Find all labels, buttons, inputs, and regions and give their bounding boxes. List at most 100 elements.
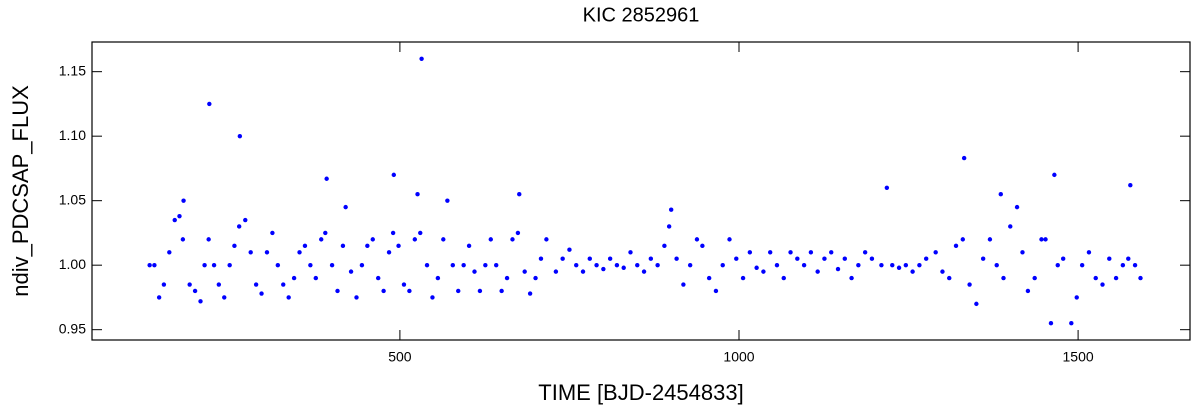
data-point (720, 262, 725, 268)
data-point (441, 237, 446, 242)
data-point (1055, 262, 1060, 268)
data-point (348, 269, 354, 274)
data-point (412, 237, 418, 242)
data-point (940, 269, 945, 274)
data-point (781, 275, 786, 281)
data-point (147, 262, 152, 268)
data-point (329, 262, 335, 268)
data-point (1052, 172, 1057, 178)
data-point (869, 256, 875, 261)
data-point (947, 275, 952, 281)
data-point (375, 275, 381, 281)
data-point (601, 266, 606, 272)
data-point (401, 282, 407, 287)
data-point (517, 192, 522, 197)
data-point (681, 282, 686, 287)
data-point (1120, 262, 1126, 268)
data-point (381, 288, 386, 294)
data-point (1138, 275, 1143, 281)
data-point (1079, 262, 1085, 268)
data-point (879, 262, 884, 268)
data-point (662, 243, 667, 249)
data-point (700, 243, 705, 249)
data-point (286, 295, 291, 300)
data-point (580, 269, 586, 274)
data-point (974, 301, 979, 307)
data-point (415, 192, 420, 197)
data-point (324, 176, 329, 181)
data-point (835, 266, 841, 272)
data-point (1020, 250, 1025, 255)
data-point (237, 133, 243, 139)
data-point (354, 295, 359, 300)
data-point (365, 243, 370, 249)
data-point (445, 198, 450, 203)
data-point (614, 262, 620, 268)
data-point (668, 207, 674, 212)
data-point (553, 269, 559, 274)
data-point (504, 275, 510, 281)
data-point (1132, 262, 1138, 268)
data-point (396, 243, 401, 249)
y-tick-label: 1.05 (59, 191, 86, 207)
data-point (370, 237, 375, 242)
data-point (181, 198, 186, 203)
data-point (456, 288, 461, 294)
data-point (494, 262, 499, 268)
data-point (499, 288, 504, 294)
data-point (980, 256, 986, 261)
data-point (538, 256, 544, 261)
data-point (641, 269, 647, 274)
data-point (302, 243, 308, 249)
data-point (152, 262, 157, 268)
data-point (933, 250, 938, 255)
data-point (1128, 182, 1133, 188)
data-point (533, 275, 538, 281)
data-point (161, 282, 167, 287)
data-point (856, 262, 861, 268)
data-point (264, 250, 270, 255)
data-point (1107, 256, 1112, 261)
data-point (450, 262, 456, 268)
data-point (281, 282, 286, 287)
data-point (207, 101, 212, 107)
data-point (1039, 237, 1044, 242)
data-point (1093, 275, 1098, 281)
data-point (815, 269, 820, 274)
data-point (884, 185, 890, 190)
data-point (961, 155, 967, 161)
data-point (522, 269, 527, 274)
data-point (774, 262, 780, 268)
data-point (1032, 275, 1037, 281)
plot-frame (91, 41, 1191, 341)
data-point (967, 282, 972, 287)
chart-title: KIC 2852961 (583, 4, 700, 26)
data-point (801, 262, 807, 268)
data-point (747, 250, 753, 255)
data-point (232, 243, 237, 249)
data-point (910, 269, 915, 274)
data-point (754, 265, 759, 270)
data-point (1048, 321, 1054, 326)
data-point (740, 275, 746, 281)
data-point (1113, 275, 1119, 281)
data-point (390, 230, 396, 236)
data-point (994, 262, 999, 268)
data-point (560, 256, 565, 261)
y-tick-label: 0.95 (59, 320, 86, 336)
data-point (435, 275, 441, 281)
data-point (206, 237, 211, 242)
data-point (674, 256, 679, 261)
data-point (227, 262, 232, 268)
y-axis-label: ndiv_PDCSAP_FLUX (8, 85, 33, 297)
data-point (177, 213, 182, 219)
data-point (248, 250, 253, 255)
data-point (1100, 282, 1105, 287)
data-point (727, 237, 732, 242)
data-point (472, 269, 477, 274)
data-point (761, 269, 766, 274)
data-point (666, 224, 672, 229)
data-point (187, 282, 192, 287)
data-point (202, 262, 207, 268)
x-tick-label: 1000 (723, 349, 754, 365)
